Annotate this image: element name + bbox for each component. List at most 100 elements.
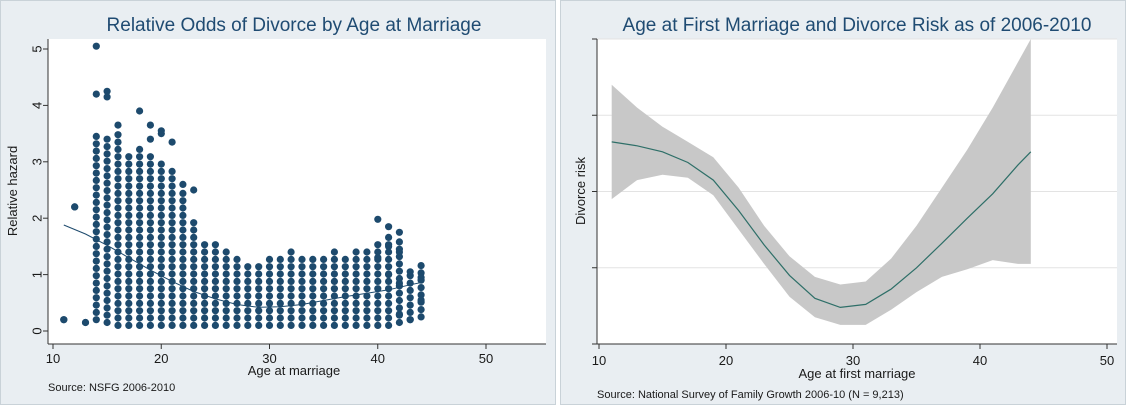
scatter-point [125, 153, 133, 161]
scatter-point [146, 211, 154, 219]
scatter-point [125, 314, 133, 322]
scatter-point [330, 248, 338, 256]
scatter-point [92, 147, 100, 155]
scatter-point [363, 263, 371, 271]
x-tick-label: 40 [371, 351, 385, 366]
scatter-point [320, 277, 328, 285]
scatter-point [92, 220, 100, 228]
scatter-point [103, 238, 111, 246]
scatter-point [309, 307, 317, 315]
scatter-point [92, 132, 100, 140]
scatter-point [114, 197, 122, 205]
scatter-point [222, 321, 230, 329]
scatter-point [211, 307, 219, 315]
scatter-point [298, 292, 306, 300]
scatter-point [125, 189, 133, 197]
scatter-point [103, 274, 111, 283]
scatter-point [374, 307, 382, 315]
scatter-point [168, 182, 176, 190]
x-tick-label: 20 [719, 353, 733, 368]
scatter-point [103, 216, 111, 224]
scatter-point [114, 121, 122, 129]
scatter-point [103, 260, 111, 268]
scatter-point [157, 233, 165, 241]
scatter-point [201, 263, 209, 271]
scatter-point [136, 285, 144, 293]
scatter-point [233, 321, 241, 329]
scatter-point [363, 285, 371, 293]
scatter-point [125, 285, 133, 293]
scatter-point [157, 292, 165, 300]
scatter-point [320, 270, 328, 278]
scatter-point [125, 175, 133, 183]
scatter-point [374, 299, 382, 307]
scatter-point [168, 197, 176, 205]
scatter-point [309, 255, 317, 263]
scatter-point [114, 182, 122, 190]
scatter-point [190, 241, 198, 249]
scatter-point [341, 314, 349, 322]
scatter-point [244, 292, 252, 300]
left-chart-panel: 10 20 30 40 50 0 1 2 3 4 5 Relative Odds of Divorc… [0, 0, 556, 405]
scatter-point [92, 228, 100, 236]
scatter-point [374, 277, 382, 285]
scatter-point [125, 248, 133, 256]
scatter-point [136, 255, 144, 263]
scatter-point [406, 286, 414, 294]
scatter-point [168, 211, 176, 219]
scatter-point [417, 273, 425, 281]
scatter-point [190, 233, 198, 241]
scatter-point [341, 292, 349, 300]
scatter-point [374, 263, 382, 271]
scatter-point [136, 307, 144, 315]
scatter-point [385, 233, 393, 241]
scatter-point [298, 263, 306, 271]
scatter-point [352, 292, 360, 300]
scatter-point [179, 197, 187, 205]
scatter-point [103, 253, 111, 261]
scatter-point [352, 307, 360, 315]
scatter-point [298, 299, 306, 307]
scatter-point [92, 301, 100, 309]
scatter-point [179, 219, 187, 227]
scatter-point [92, 279, 100, 287]
scatter-point [179, 321, 187, 329]
scatter-point [136, 175, 144, 183]
scatter-point [125, 226, 133, 234]
scatter-point [309, 321, 317, 329]
scatter-point [157, 182, 165, 190]
scatter-point [276, 307, 284, 315]
scatter-point [114, 145, 122, 153]
scatter-point [222, 270, 230, 278]
right-source-note: Source: National Survey of Family Growth… [597, 389, 904, 401]
scatter-point [222, 263, 230, 271]
scatter-point [374, 321, 382, 329]
scatter-point [255, 285, 263, 293]
scatter-point [136, 226, 144, 234]
scatter-point [146, 285, 154, 293]
scatter-point [341, 255, 349, 263]
scatter-point [114, 204, 122, 212]
scatter-point [168, 307, 176, 315]
scatter-point [125, 197, 133, 205]
scatter-point [146, 226, 154, 234]
scatter-point [103, 311, 111, 319]
y-tick-label: 0 [30, 327, 45, 334]
scatter-point [136, 145, 144, 153]
scatter-point [298, 270, 306, 278]
scatter-point [136, 248, 144, 256]
right-ticks: 10 20 30 40 50 [592, 38, 1114, 368]
scatter-point [201, 307, 209, 315]
scatter-point [190, 186, 198, 194]
scatter-point [244, 307, 252, 315]
scatter-point [244, 263, 252, 271]
scatter-point [255, 263, 263, 271]
scatter-point [103, 267, 111, 275]
scatter-point [114, 255, 122, 263]
scatter-point [114, 277, 122, 285]
scatter-point [103, 93, 111, 101]
scatter-point [298, 277, 306, 285]
scatter-point [146, 277, 154, 285]
scatter-point [92, 316, 100, 324]
